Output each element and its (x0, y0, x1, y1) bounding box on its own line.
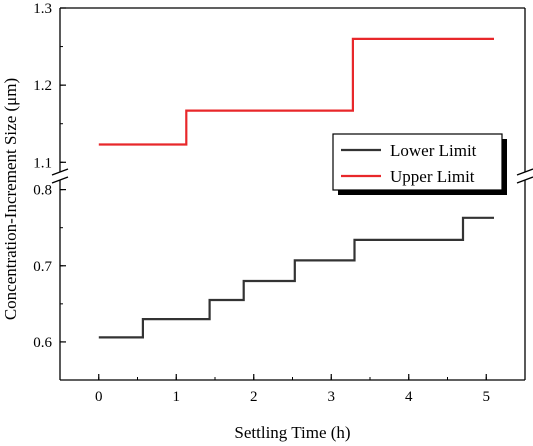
x-tick-label: 3 (328, 389, 336, 405)
x-tick-label: 1 (173, 389, 181, 405)
axis-break-mask-left (51, 172, 69, 180)
legend-label-lower-limit: Lower Limit (390, 141, 477, 160)
axis-break-mask-right (516, 172, 533, 180)
legend-label-upper-limit: Upper Limit (390, 167, 475, 186)
plot-area (98, 37, 494, 339)
y-tick-label-lower: 0.8 (33, 183, 52, 199)
axis-break-mark-left (51, 176, 69, 184)
legend: Lower Limit Upper Limit (332, 133, 507, 195)
y-tick-label-upper: 1.1 (33, 155, 52, 171)
x-tick-label: 5 (483, 389, 491, 405)
axis-break-mark-right (516, 168, 533, 176)
y-axis-title: Concentration-Increment Size (μm) (1, 78, 20, 320)
axis-break-mark-left (51, 168, 69, 176)
x-axis-title: Settling Time (h) (234, 423, 350, 442)
y-tick-label-lower: 0.6 (33, 335, 52, 351)
series-line-lower-limit (98, 216, 494, 339)
axis-break-mark-right (516, 176, 533, 184)
x-tick-label: 0 (95, 389, 103, 405)
series-line-upper-limit (98, 37, 494, 146)
axes: 0 1 2 3 4 5 0.6 0.7 0.8 1.1 1.2 1.3 (33, 1, 533, 405)
y-tick-label-upper: 1.3 (33, 1, 52, 17)
y-tick-label-upper: 1.2 (33, 78, 52, 94)
x-tick-label: 4 (405, 389, 413, 405)
legend-box (332, 133, 503, 191)
x-tick-label: 2 (250, 389, 258, 405)
y-tick-label-lower: 0.7 (33, 259, 52, 275)
